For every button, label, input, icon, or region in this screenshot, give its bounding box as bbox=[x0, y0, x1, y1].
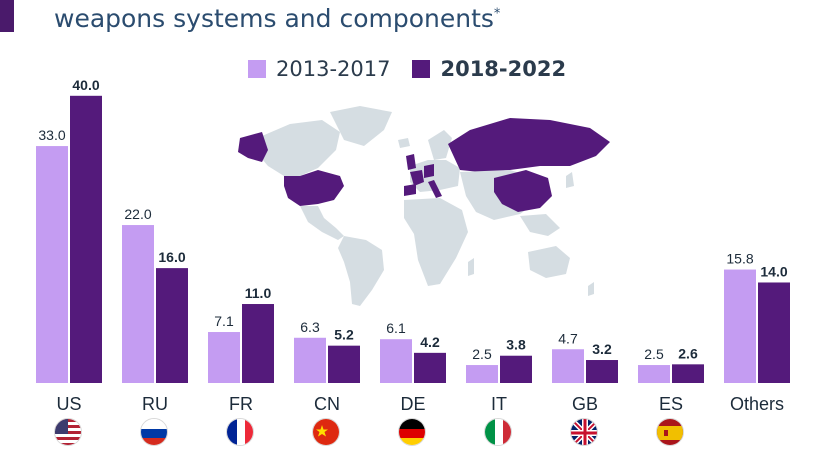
map-china bbox=[494, 170, 552, 212]
data-label-us-2013-2017: 33.0 bbox=[38, 127, 65, 143]
data-label-gb-2013-2017: 4.7 bbox=[558, 330, 578, 346]
data-label-es-2018-2022: 2.6 bbox=[678, 345, 698, 361]
us-flag-icon bbox=[54, 418, 82, 446]
map-madagascar bbox=[468, 258, 474, 276]
category-label-it: IT bbox=[491, 394, 507, 414]
map-canada bbox=[256, 120, 340, 176]
data-label-fr-2018-2022: 11.0 bbox=[245, 285, 272, 301]
bar-fr-2018-2022 bbox=[242, 304, 274, 383]
data-label-it-2013-2017: 2.5 bbox=[472, 346, 492, 362]
bar-de-2013-2017 bbox=[380, 339, 412, 383]
category-label-others: Others bbox=[730, 394, 784, 414]
bar-ru-2013-2017 bbox=[122, 225, 154, 383]
de-flag-icon bbox=[398, 418, 426, 446]
chart-subtitle: weapons systems and components* bbox=[54, 4, 500, 33]
map-africa bbox=[404, 198, 468, 286]
legend-swatch-light bbox=[248, 60, 266, 78]
map-greenland bbox=[330, 106, 392, 146]
bar-us-2018-2022 bbox=[70, 95, 102, 384]
bar-cn-2018-2022 bbox=[328, 345, 360, 383]
legend: 2013-2017 2018-2022 bbox=[248, 55, 588, 83]
legend-label-2018-2022: 2018-2022 bbox=[440, 57, 567, 81]
legend-swatch-dark bbox=[412, 60, 431, 78]
map-south-america bbox=[338, 236, 384, 306]
legend-item-2018-2022: 2018-2022 bbox=[412, 57, 566, 81]
it-flag-icon bbox=[484, 418, 512, 446]
category-label-es: ES bbox=[659, 394, 683, 414]
data-label-gb-2018-2022: 3.2 bbox=[592, 341, 612, 357]
bar-others-2013-2017 bbox=[724, 269, 756, 383]
labels-group: 33.0 40.0 US 22.0 16.0 RU 7.1 11.0 FR 6.3 5.2 CN 6.1… bbox=[38, 77, 787, 414]
es-flag-icon bbox=[656, 418, 684, 446]
map-australia bbox=[528, 246, 570, 278]
map-se-asia bbox=[520, 214, 560, 236]
legend-item-2013-2017: 2013-2017 bbox=[248, 57, 390, 81]
data-label-us-2018-2022: 40.0 bbox=[72, 77, 99, 93]
bar-it-2018-2022 bbox=[500, 355, 532, 383]
map-uk bbox=[406, 154, 416, 170]
cn-flag-icon bbox=[312, 418, 340, 446]
data-label-cn-2013-2017: 6.3 bbox=[300, 319, 320, 335]
map-italy bbox=[428, 180, 442, 198]
title-accent-bar bbox=[0, 0, 14, 32]
bar-ru-2018-2022 bbox=[156, 268, 188, 383]
data-label-fr-2013-2017: 7.1 bbox=[214, 313, 234, 329]
subtitle-text: weapons systems and components bbox=[54, 4, 494, 33]
category-label-ru: RU bbox=[142, 394, 168, 414]
legend-label-2013-2017: 2013-2017 bbox=[276, 57, 391, 81]
data-label-es-2013-2017: 2.5 bbox=[644, 346, 664, 362]
fr-flag-icon bbox=[226, 418, 254, 446]
category-label-de: DE bbox=[400, 394, 425, 414]
world-map bbox=[238, 106, 610, 306]
data-label-ru-2013-2017: 22.0 bbox=[124, 206, 151, 222]
bars-group bbox=[36, 95, 790, 384]
gb-flag-icon bbox=[570, 418, 598, 446]
category-label-cn: CN bbox=[314, 394, 340, 414]
map-scandinavia bbox=[428, 130, 452, 160]
data-label-cn-2018-2022: 5.2 bbox=[334, 327, 354, 343]
bar-it-2013-2017 bbox=[466, 365, 498, 383]
data-label-ru-2018-2022: 16.0 bbox=[158, 249, 185, 265]
map-france bbox=[410, 170, 424, 186]
bar-us-2013-2017 bbox=[36, 146, 68, 383]
map-germany bbox=[424, 164, 434, 178]
bar-es-2018-2022 bbox=[672, 364, 704, 383]
category-label-gb: GB bbox=[572, 394, 598, 414]
data-label-de-2018-2022: 4.2 bbox=[420, 334, 440, 350]
map-central-america bbox=[300, 206, 344, 240]
data-label-it-2018-2022: 3.8 bbox=[506, 337, 526, 353]
bar-others-2018-2022 bbox=[758, 282, 790, 383]
bar-de-2018-2022 bbox=[414, 352, 446, 383]
data-label-de-2013-2017: 6.1 bbox=[386, 320, 406, 336]
category-label-us: US bbox=[56, 394, 81, 414]
bar-fr-2013-2017 bbox=[208, 332, 240, 383]
bar-cn-2013-2017 bbox=[294, 337, 326, 383]
data-label-others-2018-2022: 14.0 bbox=[760, 263, 787, 279]
map-spain bbox=[404, 184, 416, 196]
bar-es-2013-2017 bbox=[638, 365, 670, 383]
map-europe bbox=[410, 160, 460, 192]
data-label-others-2013-2017: 15.8 bbox=[726, 251, 753, 267]
map-iceland bbox=[398, 138, 410, 148]
bar-gb-2018-2022 bbox=[586, 360, 618, 383]
map-japan bbox=[566, 172, 574, 188]
map-russia bbox=[448, 118, 610, 172]
map-alaska bbox=[238, 132, 268, 162]
map-new-zealand bbox=[588, 282, 594, 296]
bar-gb-2013-2017 bbox=[552, 349, 584, 383]
footnote-mark: * bbox=[493, 6, 501, 22]
category-label-fr: FR bbox=[229, 394, 253, 414]
map-usa bbox=[284, 170, 344, 206]
ru-flag-icon bbox=[140, 418, 168, 446]
